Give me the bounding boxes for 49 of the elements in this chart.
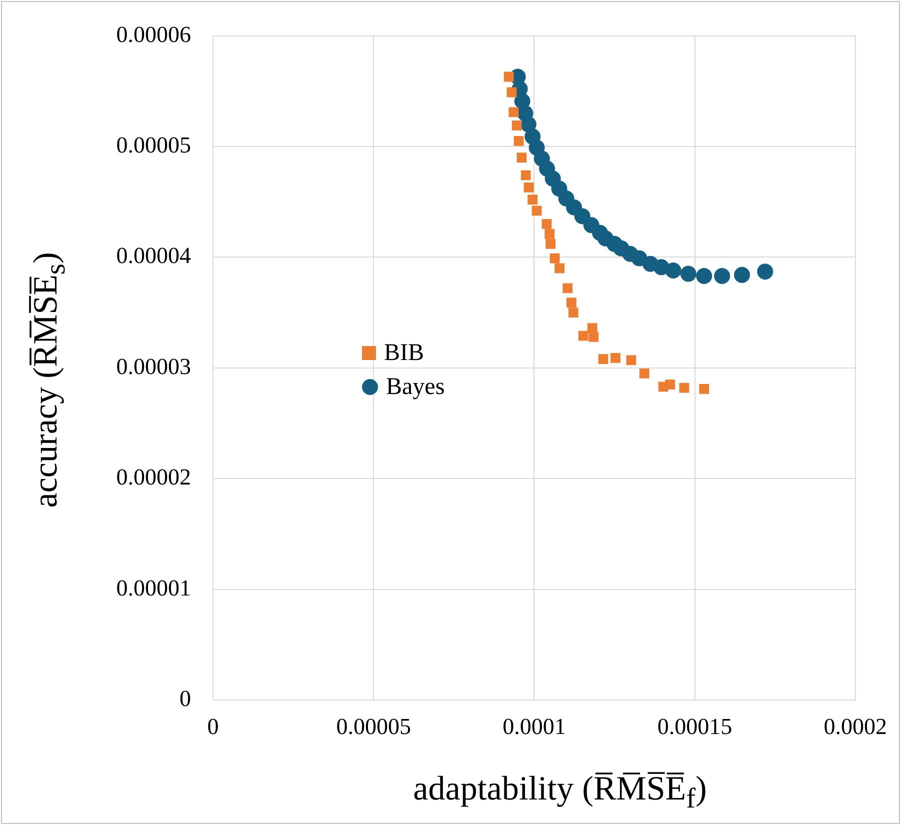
point — [714, 268, 730, 284]
point — [610, 352, 620, 363]
point — [512, 120, 522, 130]
point — [542, 219, 552, 229]
point — [520, 170, 531, 180]
point — [562, 283, 573, 294]
point — [699, 384, 710, 394]
point — [679, 382, 690, 393]
point — [757, 264, 774, 280]
point — [532, 206, 542, 216]
point — [734, 266, 750, 283]
x-tick-label: 0.0002 — [824, 714, 887, 739]
y-tick-label: 0.00001 — [116, 575, 191, 600]
point — [504, 72, 514, 82]
point — [546, 238, 556, 249]
point — [566, 298, 576, 308]
point — [665, 380, 675, 390]
x-tick-label: 0.00015 — [657, 714, 732, 739]
point — [639, 368, 650, 378]
y-tick-label: 0.00002 — [116, 464, 191, 490]
point — [544, 229, 555, 239]
point — [508, 107, 519, 118]
point — [568, 308, 578, 318]
y-tick-label: 0 — [180, 686, 191, 712]
point — [665, 262, 682, 278]
point — [578, 330, 588, 341]
x-tick-label: 0.0001 — [502, 714, 566, 739]
x-tick-label: 0.00005 — [336, 714, 411, 739]
point — [680, 266, 696, 282]
x-axis-title: adaptability (R̅M̅S̅E̅$_{f}$) — [413, 770, 707, 816]
legend-label: Bayes — [386, 374, 445, 400]
x-tick-label: 0 — [207, 714, 219, 739]
point — [524, 182, 534, 192]
y-tick-label: 0.00005 — [116, 132, 191, 158]
point — [516, 152, 527, 163]
point — [588, 332, 599, 342]
point — [528, 194, 538, 205]
y-tick-label: 0.00004 — [116, 243, 192, 268]
point — [554, 263, 565, 274]
legend-label: BIB — [384, 340, 424, 366]
point — [506, 87, 517, 98]
point — [696, 268, 712, 284]
point — [587, 323, 598, 333]
point — [550, 253, 560, 264]
point — [514, 136, 524, 146]
point — [626, 355, 636, 366]
y-tick-label: 0.00006 — [116, 22, 191, 47]
point — [598, 354, 608, 364]
y-tick-label: 0.00003 — [116, 354, 191, 379]
